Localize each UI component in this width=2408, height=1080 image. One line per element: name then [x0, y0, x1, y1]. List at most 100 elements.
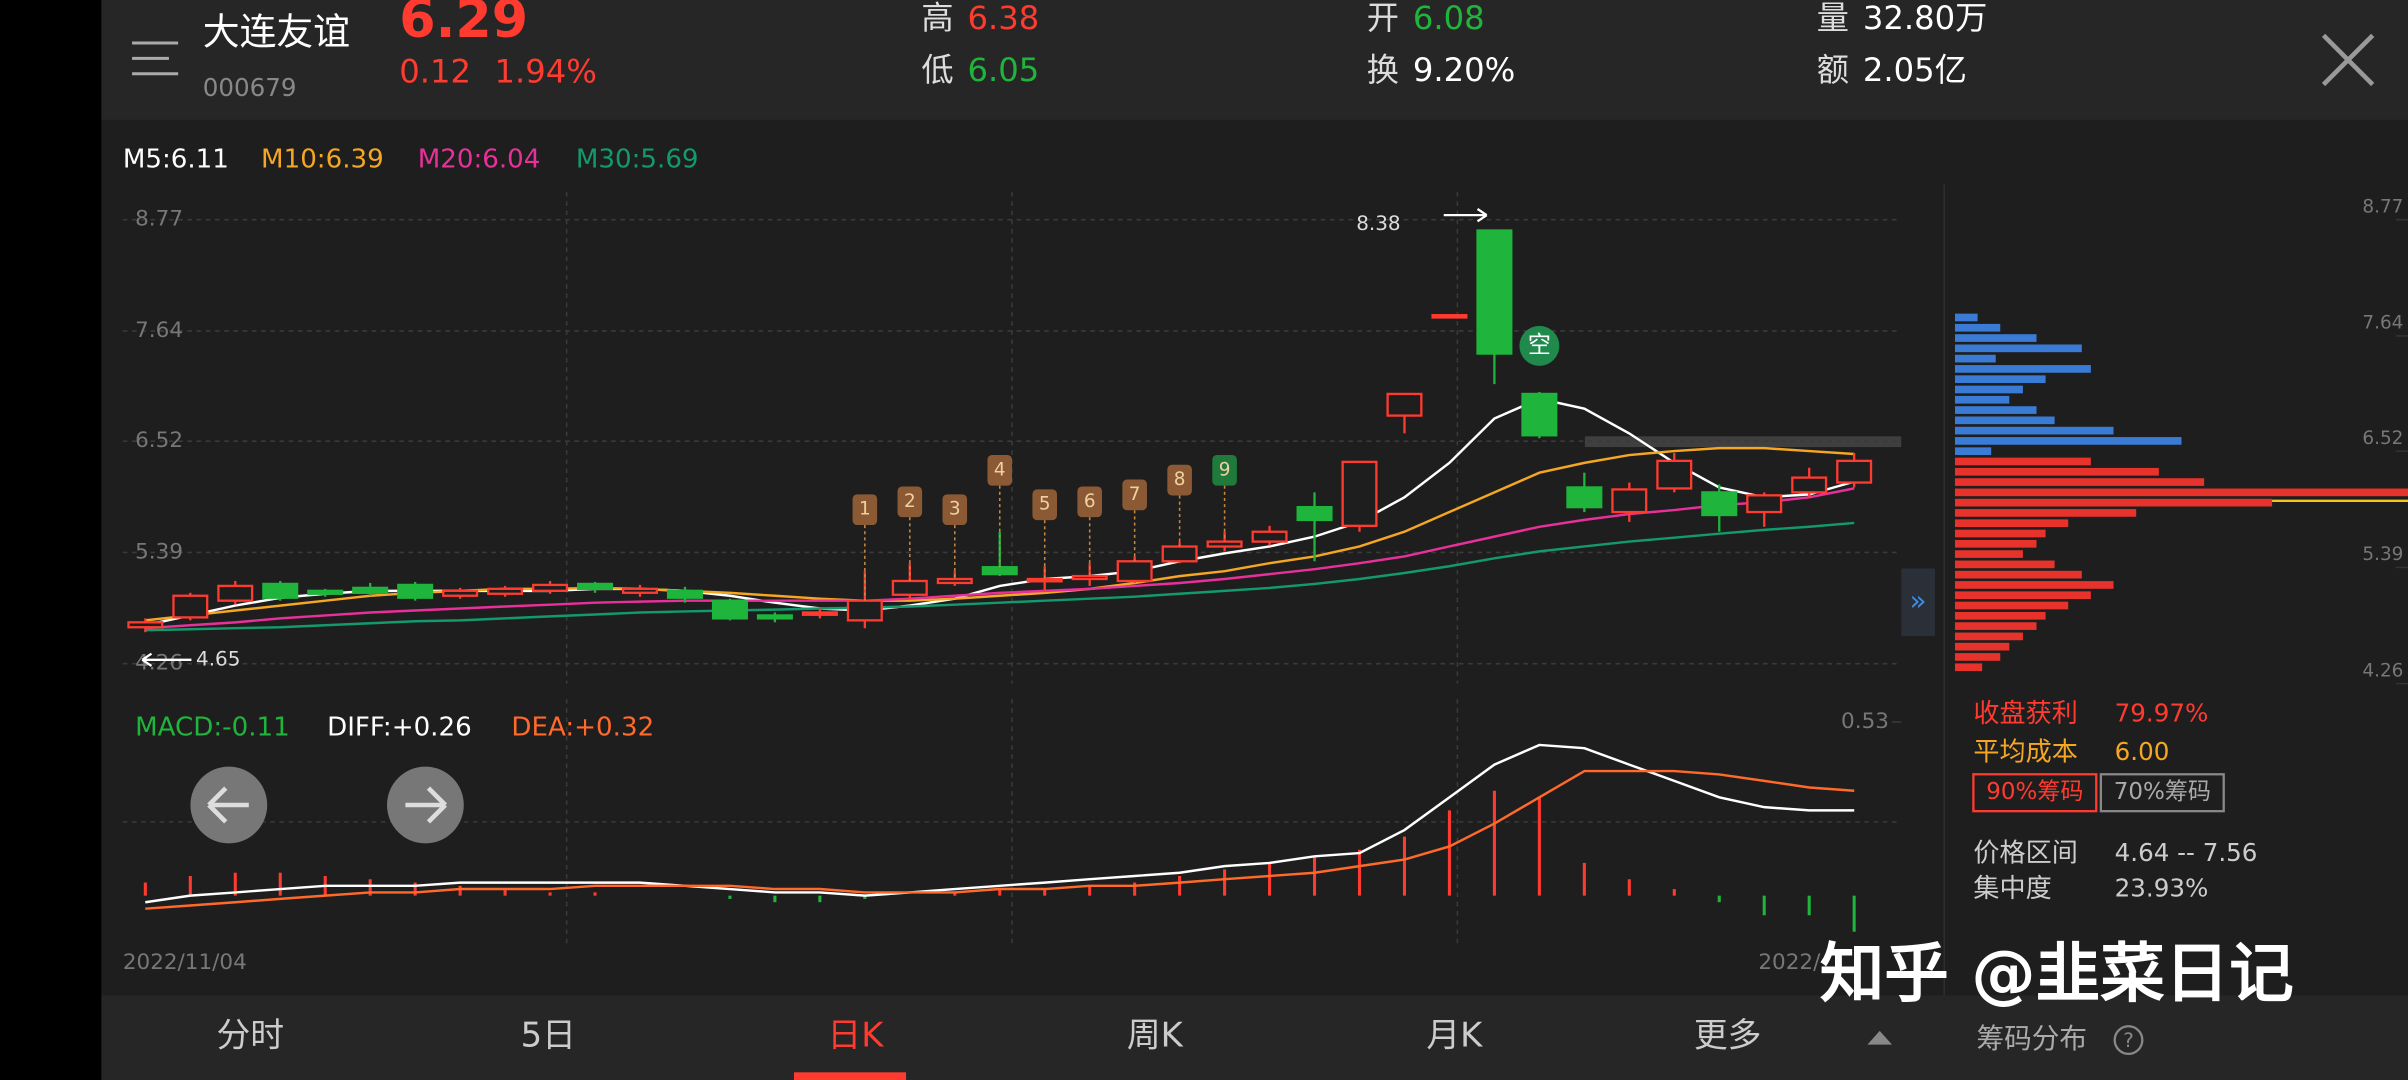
high-arrow: [1443, 208, 1488, 223]
ma-legend: M30:5.69: [576, 144, 699, 174]
candle-body: [1071, 574, 1108, 581]
candle-body: [1611, 488, 1648, 514]
candle-body: [397, 583, 434, 599]
chip-bar: [1954, 550, 2023, 558]
signal-badge: [1032, 489, 1058, 521]
candle-body: [127, 621, 164, 629]
chip-button[interactable]: [1972, 773, 2098, 813]
nav-arrows: [190, 766, 464, 844]
prev-icon: [207, 786, 249, 824]
chip-bar: [1954, 488, 2408, 497]
tab-bar: [101, 995, 2408, 1080]
signal-badge: [987, 454, 1013, 486]
y-tick-label: 4.26: [135, 651, 183, 676]
panel-value: 4.64 -- 7.56: [2115, 838, 2258, 867]
panel-label: 集中度: [1973, 874, 2051, 904]
chip-y-label: 4.26: [2362, 660, 2403, 681]
chip-bar: [1954, 344, 2082, 353]
x-start-label: 2022/11/04: [123, 950, 247, 975]
macd-legend: DIFF:+0.26: [327, 713, 472, 743]
candle-body: [981, 566, 1018, 576]
chip-bar: [1954, 426, 2114, 435]
candle-body: [1116, 560, 1153, 583]
signal-label: 8: [1174, 469, 1186, 490]
candle-body: [1836, 459, 1873, 484]
expand-button[interactable]: [1901, 568, 1935, 637]
candle-body: [936, 577, 973, 585]
close-line: [2321, 33, 2375, 87]
chip-bar: [1954, 632, 2023, 641]
chip-bar: [1954, 498, 2273, 507]
chip-bar: [1954, 323, 2001, 332]
signal-label: 4: [994, 459, 1006, 480]
macd-line: [145, 769, 1855, 910]
chip-y-label: 8.77: [2362, 196, 2403, 217]
candle-body: [1701, 491, 1738, 517]
chip-bar: [1954, 642, 2010, 651]
ma-line: [145, 487, 1855, 630]
chip-bar: [1954, 591, 2091, 600]
panel-title[interactable]: 筹码分布: [1976, 1022, 2086, 1055]
x-end-label: 2022/: [1758, 950, 1821, 975]
price: 6.29: [399, 0, 528, 50]
candle-body: [1791, 476, 1828, 494]
close-button[interactable]: [2321, 33, 2375, 87]
chip-bar: [1954, 375, 2046, 384]
signal-badge: [897, 486, 923, 518]
candle-body: [891, 579, 928, 596]
chip-bar: [1954, 447, 1992, 456]
tab[interactable]: 更多: [1694, 1015, 1762, 1054]
panel-value: 79.97%: [2115, 698, 2209, 727]
candle-body: [1476, 229, 1513, 355]
help-circle[interactable]: [2113, 1025, 2144, 1056]
stat-label: 量: [1817, 0, 1849, 37]
chip-bar: [1954, 601, 2069, 610]
chip-bar: [1954, 663, 1983, 672]
chip-button-label: 70%筹码: [2114, 779, 2211, 805]
signal-badge: [1122, 479, 1147, 511]
ma-legend: M5:6.11: [123, 144, 229, 174]
candle-body: [1206, 540, 1243, 548]
stock-name: 大连友谊: [203, 10, 350, 53]
chip-bar: [1954, 365, 2091, 373]
tab[interactable]: 日K: [827, 1015, 884, 1054]
ma-line: [145, 521, 1855, 632]
candle-body: [621, 587, 659, 594]
chip-y-label: 6.52: [2362, 428, 2403, 449]
signal-badge: [942, 494, 968, 526]
tab[interactable]: 5日: [521, 1015, 576, 1054]
tab[interactable]: 月K: [1426, 1015, 1483, 1054]
chip-bar: [1954, 653, 2001, 661]
watermark: 知乎 @韭菜日记: [1820, 937, 2294, 1012]
signal-badge: [1077, 486, 1102, 518]
menu-icon[interactable]: [132, 41, 179, 76]
candle-body: [487, 587, 524, 595]
candle-body: [1296, 505, 1333, 522]
candle-body: [262, 582, 299, 599]
chip-bar: [1954, 457, 2091, 466]
high-label: 8.38: [1356, 211, 1400, 235]
stat-label: 开: [1367, 0, 1399, 37]
candle-body: [1251, 530, 1288, 543]
y-tick-label: 7.64: [135, 318, 183, 343]
chip-button[interactable]: [2099, 773, 2225, 813]
tab[interactable]: 分时: [217, 1015, 285, 1054]
panel-value: 23.93%: [2115, 873, 2209, 902]
change: 0.12: [399, 53, 471, 91]
chip-bar: [1954, 581, 2114, 589]
candle-body: [666, 589, 703, 599]
stat-label: 低: [921, 51, 953, 89]
candle-body: [756, 614, 793, 620]
candle-body: [172, 594, 209, 619]
candle-body: [352, 586, 389, 594]
tab[interactable]: 周K: [1127, 1015, 1184, 1054]
stat-label: 额: [1817, 51, 1849, 89]
chip-bar: [1954, 395, 2010, 404]
stat-value: 2.05亿: [1863, 51, 1967, 89]
signal-label: 5: [1039, 494, 1051, 515]
chip-button-label: 90%筹码: [1986, 779, 2083, 805]
header-bar: [101, 0, 2408, 120]
chip-bar: [1954, 354, 1996, 363]
chip-bar: [1954, 611, 2046, 620]
left-strip: [0, 0, 102, 1080]
